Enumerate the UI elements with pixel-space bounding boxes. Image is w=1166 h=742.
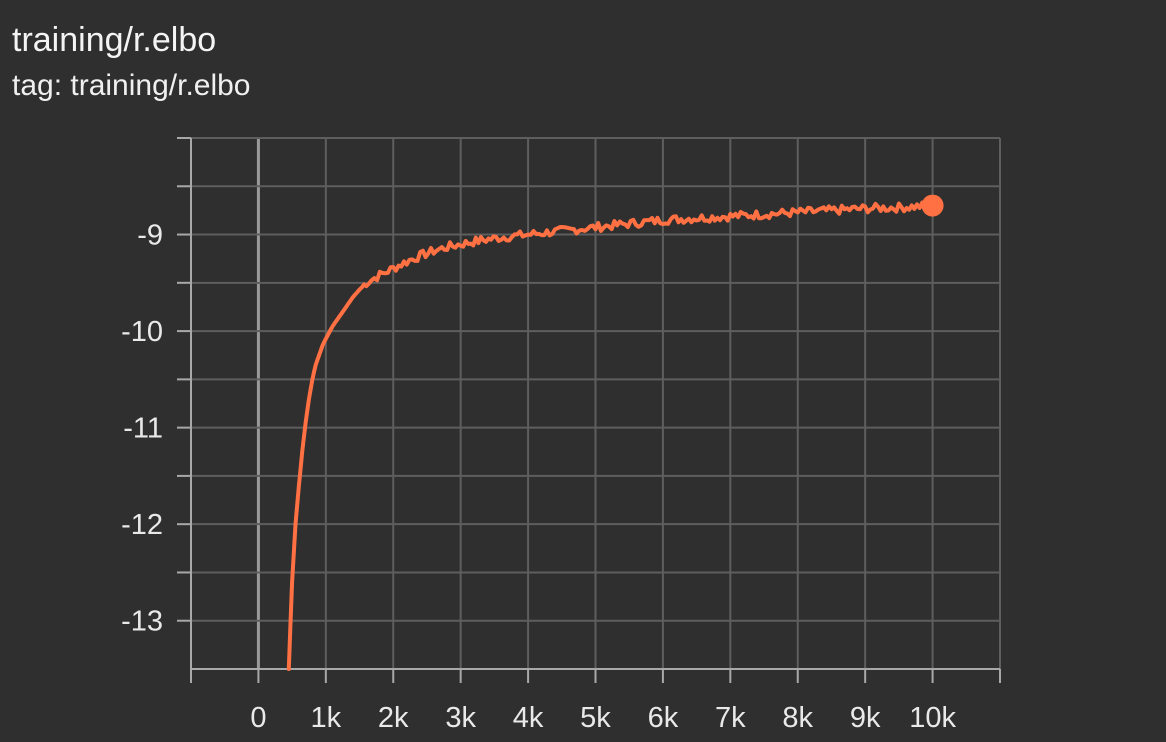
x-tick-label: 0: [250, 702, 266, 734]
x-tick-label: 9k: [850, 702, 881, 734]
x-tick-label: 5k: [580, 702, 611, 734]
chart-tag-line: tag: training/r.elbo: [12, 69, 251, 102]
x-tick-label: 8k: [782, 702, 813, 734]
y-tick-label: -13: [121, 606, 163, 638]
x-tick-label: 3k: [445, 702, 476, 734]
x-tick-label: 6k: [648, 702, 679, 734]
axis-layer: [177, 137, 1001, 683]
x-tick-label: 4k: [513, 702, 544, 734]
y-tick-label: -11: [123, 413, 163, 445]
x-tick-label: 7k: [715, 702, 746, 734]
grid-layer: [190, 137, 1001, 669]
y-tick-label: -12: [121, 509, 163, 541]
series-layer: [286, 194, 944, 671]
series-line: [286, 200, 935, 671]
x-tick-label: 2k: [378, 702, 409, 734]
last-value-point: [921, 194, 944, 217]
x-tick-label: 1k: [311, 702, 342, 734]
x-tick-label: 10k: [909, 702, 956, 734]
y-tick-label: -10: [121, 316, 163, 348]
y-tick-label: -9: [137, 220, 163, 252]
chart-title: training/r.elbo: [12, 21, 217, 59]
tick-label-layer: -9 -10 -11 -12 -13 0 1k 2k 3k 4k 5k 6k 7k 8k 9k 10k: [121, 220, 956, 734]
